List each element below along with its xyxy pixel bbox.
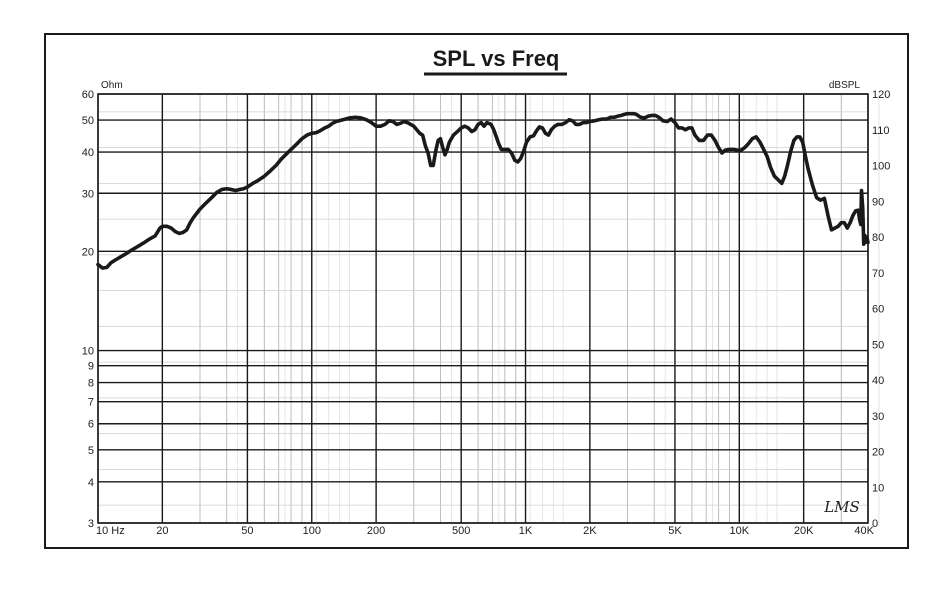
x-tick-label: 10K bbox=[730, 525, 750, 537]
right-tick-label: 120 bbox=[872, 89, 890, 101]
spl-series-line bbox=[96, 111, 870, 270]
left-tick-label: 9 bbox=[88, 361, 94, 373]
x-axis-ticks: 10 Hz 20 50 100 200 500 1K 2K 5K 10K 20K 40K bbox=[96, 525, 875, 537]
right-tick-label: 40 bbox=[872, 375, 884, 387]
x-tick-label: 500 bbox=[452, 525, 470, 537]
x-tick-label: 1K bbox=[519, 525, 533, 537]
x-tick-label: 10 Hz bbox=[96, 525, 125, 537]
x-tick-label: 200 bbox=[367, 525, 385, 537]
left-tick-label: 6 bbox=[88, 419, 94, 431]
right-tick-label: 70 bbox=[872, 268, 884, 280]
plot-border bbox=[97, 93, 869, 524]
x-tick-label: 40K bbox=[854, 525, 874, 537]
x-tick-label: 100 bbox=[303, 525, 321, 537]
left-tick-label: 7 bbox=[88, 397, 94, 409]
x-tick-label: 50 bbox=[241, 525, 253, 537]
x-tick-label: 20 bbox=[156, 525, 168, 537]
left-tick-label: 60 bbox=[82, 89, 94, 101]
x-tick-label: 5K bbox=[668, 525, 682, 537]
left-tick-label: 30 bbox=[82, 188, 94, 200]
right-tick-label: 90 bbox=[872, 196, 884, 208]
right-tick-label: 20 bbox=[872, 447, 884, 459]
left-tick-label: 50 bbox=[82, 115, 94, 127]
x-tick-label: 2K bbox=[583, 525, 597, 537]
series-group bbox=[96, 111, 870, 270]
left-tick-label: 10 bbox=[82, 346, 94, 358]
lms-signature: LMS bbox=[823, 498, 860, 516]
right-tick-label: 110 bbox=[872, 125, 890, 137]
right-tick-label: 100 bbox=[872, 161, 890, 173]
x-tick-label: 20K bbox=[794, 525, 814, 537]
left-tick-label: 4 bbox=[88, 477, 94, 489]
left-tick-label: 3 bbox=[88, 518, 94, 530]
right-tick-label: 30 bbox=[872, 411, 884, 423]
right-tick-label: 60 bbox=[872, 304, 884, 316]
left-axis-ticks: 60 50 40 30 20 10 9 8 7 6 5 4 3 bbox=[82, 89, 94, 530]
right-tick-label: 10 bbox=[872, 482, 884, 494]
right-tick-label: 50 bbox=[872, 339, 884, 351]
right-tick-label: 80 bbox=[872, 232, 884, 244]
right-tick-label: 0 bbox=[872, 518, 878, 530]
left-tick-label: 20 bbox=[82, 246, 94, 258]
left-tick-label: 5 bbox=[88, 445, 94, 457]
left-tick-label: 8 bbox=[88, 378, 94, 390]
right-axis-unit: dBSPL bbox=[829, 80, 861, 91]
chart-title: SPL vs Freq bbox=[433, 46, 560, 71]
left-axis-unit: Ohm bbox=[101, 80, 123, 91]
left-tick-label: 40 bbox=[82, 147, 94, 159]
